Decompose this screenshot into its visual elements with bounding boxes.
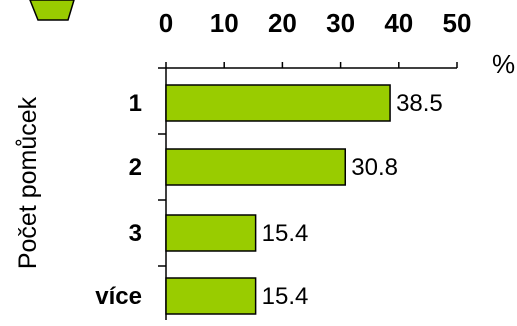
unit-label: % (492, 49, 515, 79)
value-label: 30.8 (351, 154, 398, 181)
x-tick-label: 0 (159, 8, 173, 38)
y-axis-label: Počet pomůcek (14, 96, 42, 269)
x-tick-label: 50 (443, 8, 472, 38)
x-tick-label: 10 (210, 8, 239, 38)
category-label: 1 (129, 90, 142, 117)
x-tick-label: 20 (268, 8, 297, 38)
category-label: 2 (129, 154, 142, 181)
x-tick-label: 40 (384, 8, 413, 38)
category-label: více (95, 283, 142, 310)
value-label: 15.4 (262, 220, 309, 247)
x-tick-label: 30 (326, 8, 355, 38)
value-label: 15.4 (262, 283, 309, 310)
bar (165, 84, 391, 122)
arrow-decoration (29, 0, 75, 21)
bar (165, 214, 257, 252)
category-label: 3 (129, 220, 142, 247)
bar (165, 277, 257, 315)
bar (165, 148, 347, 186)
value-label: 38.5 (396, 90, 443, 117)
